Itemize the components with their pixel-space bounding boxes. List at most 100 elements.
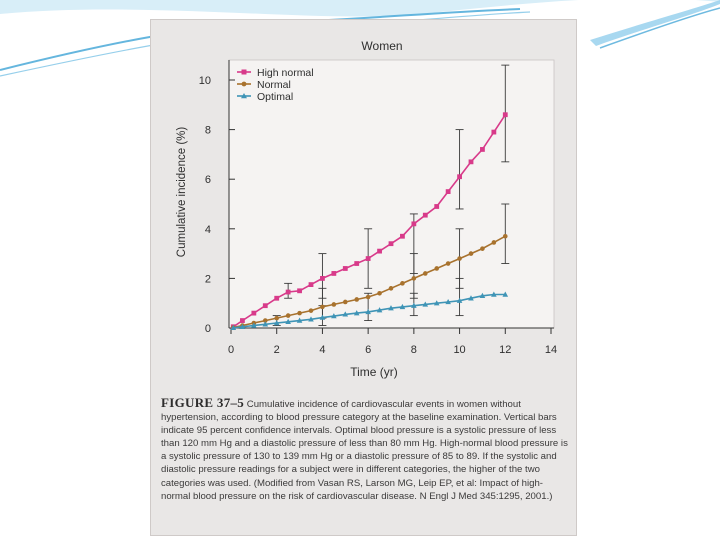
series-normal bbox=[230, 233, 508, 330]
data-point-normal bbox=[491, 240, 497, 245]
data-point-high-normal bbox=[365, 256, 371, 261]
data-point-optimal bbox=[502, 291, 509, 297]
data-point-normal bbox=[308, 308, 314, 313]
data-point-normal bbox=[285, 313, 291, 318]
data-point-high-normal bbox=[411, 221, 417, 227]
data-point-normal bbox=[274, 315, 280, 321]
data-point-optimal bbox=[262, 321, 269, 327]
data-point-normal bbox=[320, 304, 325, 310]
data-point-normal bbox=[468, 251, 474, 256]
x-axis-ticks: 0 2 4 6 8 10 12 14 bbox=[228, 328, 557, 356]
data-point-optimal bbox=[388, 305, 394, 311]
data-point-optimal bbox=[353, 310, 360, 316]
data-point-normal bbox=[422, 271, 428, 276]
error-bar-normal bbox=[501, 203, 510, 264]
data-point-normal bbox=[480, 246, 485, 251]
data-point-high-normal bbox=[491, 129, 497, 135]
data-point-optimal bbox=[468, 295, 474, 301]
data-point-high-normal bbox=[331, 271, 337, 276]
series-optimal bbox=[230, 291, 509, 330]
textbook-figure-page: Women Cumulative incidence (%) Time (yr)… bbox=[151, 20, 576, 535]
data-point-optimal bbox=[422, 301, 429, 307]
legend-label: Normal bbox=[257, 79, 291, 91]
data-point-normal bbox=[331, 302, 337, 307]
y-tick-label: 8 bbox=[205, 125, 211, 137]
data-point-high-normal bbox=[274, 295, 280, 301]
data-point-optimal bbox=[239, 323, 246, 329]
data-point-high-normal bbox=[400, 233, 405, 239]
x-tick-label: 10 bbox=[453, 344, 465, 356]
x-tick-label: 14 bbox=[545, 344, 557, 356]
data-point-optimal bbox=[331, 313, 337, 319]
chart-title: Women bbox=[361, 39, 402, 53]
data-point-normal bbox=[400, 281, 405, 286]
data-point-optimal bbox=[308, 316, 314, 322]
data-point-high-normal bbox=[285, 289, 291, 295]
data-point-high-normal bbox=[251, 310, 257, 316]
data-point-high-normal bbox=[502, 112, 508, 118]
data-point-normal bbox=[502, 233, 508, 239]
data-point-high-normal bbox=[388, 241, 394, 247]
x-tick-label: 0 bbox=[228, 344, 234, 356]
legend-item-optimal: Optimal bbox=[237, 91, 293, 103]
data-point-high-normal bbox=[262, 303, 268, 309]
data-point-optimal bbox=[411, 302, 417, 308]
data-point-optimal bbox=[273, 320, 280, 326]
plot-area bbox=[228, 59, 555, 329]
data-point-high-normal bbox=[457, 174, 462, 180]
data-point-normal bbox=[342, 299, 348, 305]
x-axis-label: Time (yr) bbox=[350, 365, 398, 379]
data-point-optimal bbox=[433, 300, 440, 306]
legend-item-high-normal: High normal bbox=[237, 67, 314, 79]
data-point-high-normal bbox=[480, 147, 485, 152]
figure-label: FIGURE 37–5 bbox=[161, 395, 245, 410]
data-point-high-normal bbox=[422, 212, 428, 218]
x-tick-label: 6 bbox=[365, 344, 371, 356]
y-tick-label: 4 bbox=[205, 224, 211, 236]
data-point-optimal bbox=[376, 307, 383, 313]
x-tick-label: 2 bbox=[274, 344, 280, 356]
x-tick-label: 4 bbox=[319, 344, 325, 356]
data-point-normal bbox=[354, 297, 360, 302]
y-axis-label: Cumulative incidence (%) bbox=[176, 127, 188, 258]
figure-caption: FIGURE 37–5 Cumulative incidence of card… bbox=[161, 396, 571, 503]
x-tick-label: 8 bbox=[411, 344, 417, 356]
legend-label: Optimal bbox=[257, 91, 293, 103]
data-point-optimal bbox=[285, 318, 291, 324]
data-point-high-normal bbox=[434, 204, 440, 209]
data-point-normal bbox=[377, 290, 382, 296]
data-point-optimal bbox=[445, 298, 451, 305]
data-point-optimal bbox=[342, 311, 349, 317]
y-tick-label: 10 bbox=[199, 75, 211, 87]
data-point-optimal bbox=[251, 322, 257, 328]
y-tick-label: 0 bbox=[205, 323, 211, 335]
y-tick-label: 2 bbox=[205, 273, 211, 285]
data-point-optimal bbox=[319, 314, 326, 320]
figure-caption-text: Cumulative incidence of cardiovascular e… bbox=[161, 399, 568, 502]
data-point-high-normal bbox=[468, 159, 474, 165]
error-bar-high-normal bbox=[455, 129, 464, 210]
data-point-normal bbox=[445, 261, 451, 266]
legend-label: High normal bbox=[257, 67, 314, 79]
data-point-optimal bbox=[230, 324, 237, 330]
data-point-normal bbox=[262, 318, 268, 323]
data-point-high-normal bbox=[297, 288, 302, 294]
data-point-high-normal bbox=[354, 261, 360, 266]
data-point-normal bbox=[297, 310, 302, 316]
data-point-optimal bbox=[456, 297, 463, 303]
data-point-normal bbox=[365, 294, 371, 300]
y-tick-label: 6 bbox=[205, 174, 211, 186]
y-axis-ticks: 0 2 4 6 8 10 bbox=[199, 75, 235, 335]
data-point-optimal bbox=[365, 308, 371, 315]
data-point-normal bbox=[388, 286, 394, 291]
data-point-high-normal bbox=[342, 266, 348, 271]
data-point-high-normal bbox=[445, 189, 451, 194]
cumulative-incidence-chart: Women Cumulative incidence (%) Time (yr)… bbox=[176, 39, 557, 379]
data-point-high-normal bbox=[320, 276, 325, 281]
data-point-optimal bbox=[296, 317, 303, 323]
x-tick-label: 12 bbox=[499, 344, 511, 356]
data-point-high-normal bbox=[240, 318, 245, 323]
series-group bbox=[230, 112, 509, 330]
data-point-optimal bbox=[399, 303, 406, 310]
